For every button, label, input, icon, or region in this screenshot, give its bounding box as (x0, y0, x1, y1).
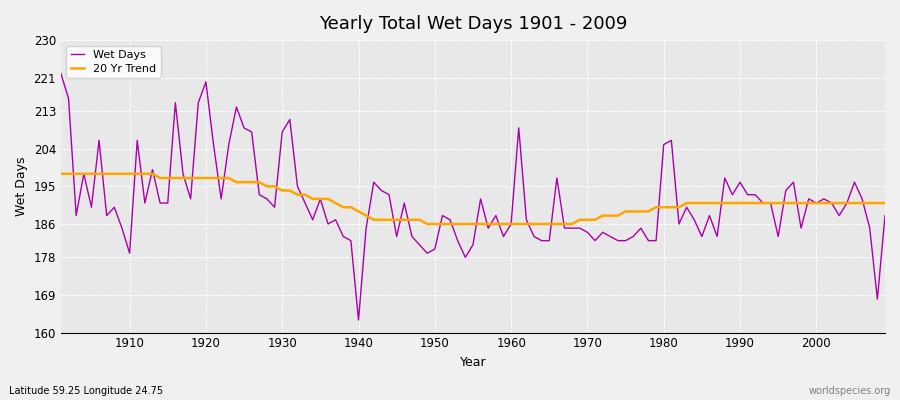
20 Yr Trend (56, 172, 67, 176)
Line: Wet Days: Wet Days (61, 74, 885, 320)
Wet Days (513, 126, 524, 130)
20 Yr Trend (117, 172, 128, 176)
Y-axis label: Wet Days: Wet Days (15, 156, 28, 216)
Wet Days (605, 234, 616, 239)
20 Yr Trend (879, 201, 890, 206)
X-axis label: Year: Year (460, 356, 486, 369)
Wet Days (506, 222, 517, 226)
Wet Days (56, 71, 67, 76)
Line: 20 Yr Trend: 20 Yr Trend (61, 174, 885, 224)
Legend: Wet Days, 20 Yr Trend: Wet Days, 20 Yr Trend (67, 46, 161, 78)
20 Yr Trend (330, 201, 341, 206)
Wet Days (330, 217, 341, 222)
Text: worldspecies.org: worldspecies.org (809, 386, 891, 396)
20 Yr Trend (422, 222, 433, 226)
Wet Days (879, 213, 890, 218)
Wet Days (353, 318, 364, 322)
20 Yr Trend (506, 222, 517, 226)
20 Yr Trend (284, 188, 295, 193)
Wet Days (117, 226, 128, 230)
20 Yr Trend (605, 213, 616, 218)
Title: Yearly Total Wet Days 1901 - 2009: Yearly Total Wet Days 1901 - 2009 (319, 15, 627, 33)
Text: Latitude 59.25 Longitude 24.75: Latitude 59.25 Longitude 24.75 (9, 386, 163, 396)
20 Yr Trend (513, 222, 524, 226)
Wet Days (284, 117, 295, 122)
